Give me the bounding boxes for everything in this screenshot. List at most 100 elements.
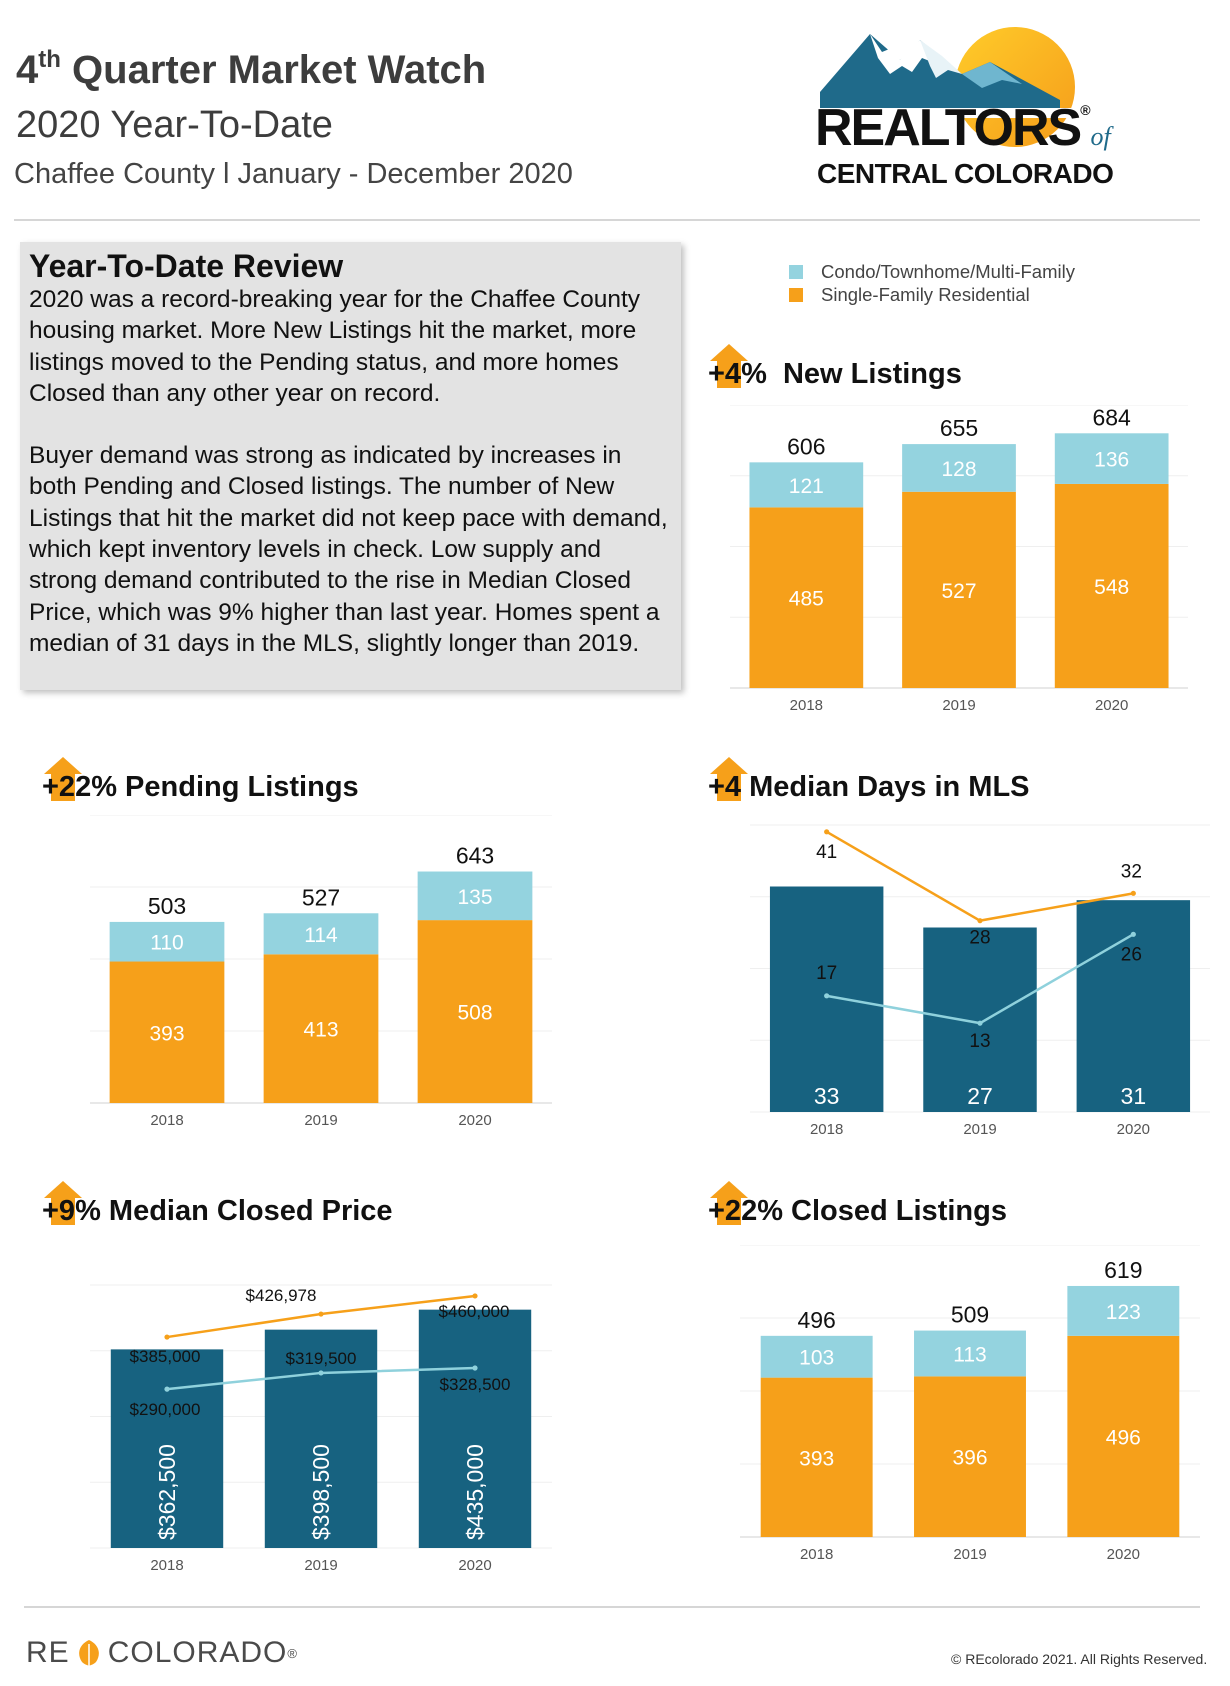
up-arrow-body: [717, 1197, 741, 1225]
line-condo-point-2018: [824, 993, 830, 999]
logo-line1: REALTORS® of: [815, 98, 1111, 158]
closed-listings-change: +22%: [708, 1195, 783, 1227]
data-label-total-2020: 684: [1092, 405, 1131, 430]
median-days-chart: 2018 33 2019 27 2020 31 41 28 32 17 13 26: [750, 824, 1210, 1138]
line-condo-label-2020: 26: [1121, 944, 1142, 965]
pending-listings-change: +22%: [42, 771, 117, 803]
bar-condo-2019: [902, 444, 1016, 492]
x-tick-label-2019: 2019: [953, 1546, 986, 1563]
mountain-sun-icon: [812, 27, 1132, 147]
x-tick-label-2019: 2019: [942, 697, 975, 714]
line-condo-label-2018: $290,000: [130, 1400, 201, 1419]
footer-logo-colorado: COLORADO: [107, 1636, 288, 1669]
line-single-family-label-2020: 32: [1121, 861, 1142, 882]
new-listings-title: +4% New Listings: [708, 344, 962, 398]
line-condo-point-2019: [318, 1370, 324, 1376]
bar-condo-2020: [417, 871, 533, 921]
line-single-family-point-2019: [977, 918, 983, 924]
x-tick-label-2018: 2018: [800, 1546, 833, 1563]
median-price-label: Median Closed Price: [108, 1195, 393, 1227]
legend-item-single: Single-Family Residential: [789, 284, 1030, 306]
closed-listings-title: +22% Closed Listings: [708, 1181, 1007, 1235]
up-arrow-body: [51, 773, 75, 801]
up-arrow-body: [717, 360, 741, 388]
data-label-total-2020: 643: [456, 843, 494, 869]
legend-label-condo: Condo/Townhome/Multi-Family: [821, 261, 1075, 282]
data-label-condo-2018: 110: [150, 932, 183, 955]
page-subtitle: 2020 Year-To-Date: [16, 104, 333, 146]
up-arrow-icon: [710, 344, 748, 361]
x-tick-label-2018: 2018: [790, 697, 823, 714]
review-panel: Year-To-Date Review 2020 was a record-br…: [20, 242, 681, 690]
data-label-condo-2019: 114: [304, 924, 338, 947]
bar-single-family-2019: [914, 1376, 1026, 1537]
bar-single-family-2020: [1054, 483, 1169, 688]
x-tick-label-2020: 2020: [1117, 1121, 1150, 1138]
data-label-single-2020: 548: [1094, 576, 1129, 599]
median-price-chart: 2018 $362,500 2019 $398,500 2020 $435,000 $385…: [90, 1284, 552, 1574]
bar-single-family-2019: [263, 954, 379, 1103]
line-condo-point-2020: [1130, 931, 1136, 937]
bar-condo-2018: [760, 1335, 873, 1378]
data-label-total-2019: 655: [940, 415, 978, 441]
new-listings-label: New Listings: [782, 358, 962, 390]
bar-overall-2019: [923, 927, 1037, 1112]
data-label-single-2019: 527: [941, 580, 976, 603]
up-arrow-icon: [44, 757, 82, 774]
data-label-single-2020: 496: [1106, 1426, 1141, 1449]
line-single-family-label-2020: $460,000: [439, 1302, 510, 1321]
title-number: 4: [16, 48, 39, 92]
up-arrow-icon: [44, 1181, 82, 1198]
bar-overall-2018: [769, 886, 884, 1112]
data-label-condo-2019: 113: [953, 1343, 986, 1366]
bar-single-family-2018: [749, 507, 864, 688]
data-label-condo-2019: 128: [941, 458, 976, 481]
logo-registered: ®: [1080, 102, 1091, 118]
new-listings-change: +4%: [708, 358, 767, 390]
title-gap: [767, 358, 783, 390]
data-label-single-2018: 485: [789, 588, 824, 611]
line-condo-label-2019: 13: [969, 1031, 990, 1052]
bar-overall-2018: [110, 1349, 224, 1548]
title-gap: [741, 771, 749, 803]
logo-realtors-text: REALTORS: [815, 99, 1082, 157]
closed-listings-label: Closed Listings: [791, 1195, 1007, 1227]
data-label-total-2020: 619: [1104, 1257, 1142, 1283]
data-label-single-2018: 393: [149, 1022, 184, 1045]
data-label-total-2018: 503: [148, 893, 186, 919]
bar-single-family-2018: [760, 1377, 873, 1537]
up-arrow-body: [51, 1197, 75, 1225]
logo-of: of: [1090, 122, 1111, 151]
bar-single-family-2020: [1067, 1335, 1180, 1537]
data-label-total-2019: 527: [302, 884, 340, 910]
copyright: © REcolorado 2021. All Rights Reserved.: [951, 1651, 1208, 1667]
x-tick-label-2020: 2020: [1107, 1546, 1140, 1563]
data-label-overall-2018: $362,500: [154, 1444, 180, 1540]
data-label-overall-2019: 27: [967, 1083, 993, 1109]
line-condo-label-2020: $328,500: [440, 1375, 511, 1394]
bar-condo-2019: [263, 913, 379, 955]
bar-single-family-2019: [902, 491, 1016, 688]
aspen-leaf-icon: [78, 1640, 99, 1666]
line-condo-label-2019: $319,500: [286, 1349, 357, 1368]
x-tick-label-2020: 2020: [458, 1112, 491, 1129]
data-label-overall-2020: $435,000: [462, 1444, 488, 1540]
x-tick-label-2020: 2020: [458, 1557, 491, 1574]
line-single-family-point-2018: [824, 829, 830, 835]
title-gap: [117, 771, 125, 803]
logo-line2: CENTRAL COLORADO: [817, 158, 1114, 189]
title-gap: [783, 1195, 791, 1227]
recolorado-logo: RE COLORADO ®: [26, 1636, 298, 1670]
line-single-family-point-2020: [472, 1293, 478, 1299]
median-days-title: +4 Median Days in MLS: [708, 757, 1030, 811]
bar-condo-2018: [749, 462, 864, 508]
median-days-label: Median Days in MLS: [749, 771, 1030, 803]
data-label-total-2018: 496: [797, 1307, 835, 1333]
x-tick-label-2019: 2019: [304, 1112, 337, 1129]
legend-item-condo: Condo/Townhome/Multi-Family: [789, 261, 1075, 283]
median-price-change: +9%: [42, 1195, 101, 1227]
data-label-condo-2018: 103: [799, 1347, 834, 1370]
title-text: Quarter Market Watch: [60, 48, 487, 92]
bar-overall-2020: [418, 1309, 532, 1548]
bar-condo-2020: [1067, 1285, 1180, 1336]
